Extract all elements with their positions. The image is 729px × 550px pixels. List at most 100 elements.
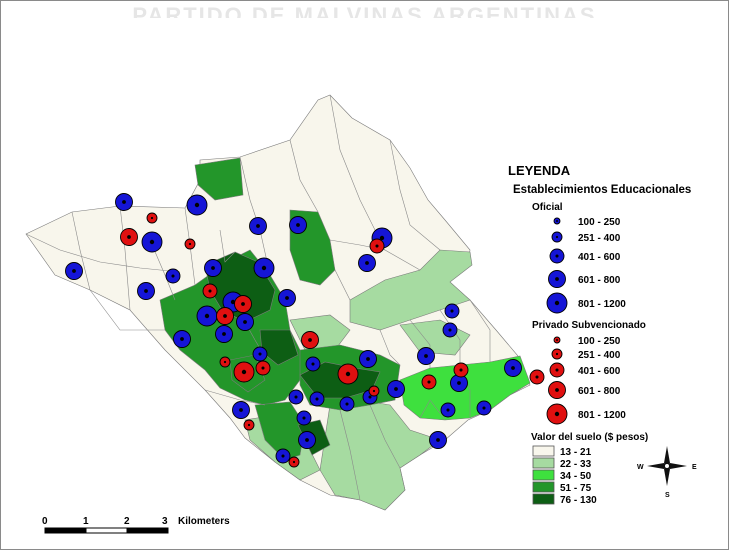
boundary-line	[339, 409, 361, 501]
compass-east-point	[667, 463, 687, 469]
legend-privado-symbol	[551, 348, 563, 360]
boundary-line	[119, 205, 131, 311]
boundary-line	[204, 389, 266, 406]
scale-tick-1: 1	[83, 516, 89, 527]
privado-school-marker	[337, 363, 359, 385]
oficial-school-marker	[358, 254, 376, 272]
privado-school-marker	[216, 307, 234, 325]
oficial-school-marker	[65, 262, 83, 280]
legend-suelo-label: 34 - 50	[560, 471, 592, 482]
legend-suelo-swatch	[532, 481, 555, 493]
legend-title: LEYENDA	[508, 163, 571, 178]
scale-bar-segment	[45, 528, 86, 533]
legend: LEYENDA Establecimientos Educacionales O…	[508, 163, 691, 506]
boundary-line	[219, 229, 236, 263]
legend-oficial-symbol	[553, 217, 561, 225]
oficial-school-marker	[186, 194, 208, 216]
privado-school-marker	[234, 295, 252, 313]
privado-school-marker	[146, 212, 158, 224]
oficial-school-marker	[504, 359, 522, 377]
oficial-school-marker	[204, 259, 222, 277]
boundary-line	[89, 289, 165, 331]
boundary-line	[419, 399, 446, 421]
oficial-school-marker	[236, 313, 254, 331]
oficial-school-marker	[440, 402, 456, 418]
privado-school-marker	[421, 374, 437, 390]
oficial-school-marker	[215, 325, 233, 343]
oficial-school-marker	[450, 374, 468, 392]
oficial-school-marker	[196, 305, 218, 327]
oficial-school-marker	[417, 347, 435, 365]
oficial-school-marker	[309, 391, 325, 407]
legend-oficial-classes: 100 - 250 251 - 400 401 - 600 601 - 800 801 …	[546, 217, 626, 314]
legend-privado-symbol	[548, 381, 566, 399]
privado-school-marker	[368, 385, 380, 397]
boundary-line	[389, 139, 441, 251]
privado-school-marker	[243, 419, 255, 431]
compass-south-point	[664, 466, 670, 486]
school-markers	[65, 193, 545, 468]
legend-suelo-label: 13 - 21	[560, 447, 592, 458]
boundary-line	[329, 94, 421, 271]
zone-51-75-d	[254, 401, 306, 461]
compass-south-label: S	[665, 492, 670, 499]
oficial-school-marker	[165, 268, 181, 284]
boundary-line	[379, 329, 401, 366]
legend-privado-label: 601 - 800	[578, 386, 621, 397]
compass-rose: W E S	[637, 446, 697, 499]
scale-bar-segment	[85, 527, 128, 534]
oficial-school-marker	[289, 216, 307, 234]
privado-school-marker	[120, 228, 138, 246]
legend-privado-label: 401 - 600	[578, 366, 621, 377]
oficial-school-marker	[298, 431, 316, 449]
map-title: PARTIDO DE MALVINAS ARGENTINAS	[132, 4, 597, 18]
scale-tick-0: 0	[42, 516, 48, 527]
oficial-school-marker	[476, 400, 492, 416]
oficial-school-marker	[288, 389, 304, 405]
oficial-school-marker	[429, 431, 447, 449]
legend-oficial-symbol	[546, 292, 568, 314]
oficial-school-marker	[252, 346, 268, 362]
legend-suelo-title: Valor del suelo ($ pesos)	[531, 432, 648, 443]
privado-school-marker	[288, 456, 300, 468]
boundary-line	[334, 269, 351, 301]
district-map	[25, 94, 531, 511]
boundary-line	[239, 156, 271, 276]
oficial-school-marker	[275, 448, 291, 464]
boundary-line	[71, 211, 91, 291]
oficial-school-marker	[387, 380, 405, 398]
scale-bar: 0 1 2 3 Kilometers	[42, 516, 230, 534]
privado-school-marker	[184, 238, 196, 250]
privado-school-marker	[301, 331, 319, 349]
scale-bar-segment	[127, 528, 168, 533]
oficial-school-marker	[173, 330, 191, 348]
compass-west-point	[647, 463, 667, 469]
legend-oficial-symbol	[548, 270, 566, 288]
scale-unit: Kilometers	[178, 516, 230, 527]
oficial-school-marker	[278, 289, 296, 307]
legend-privado-symbol	[546, 403, 568, 425]
legend-suelo-swatch	[532, 469, 555, 481]
oficial-school-marker	[253, 257, 275, 279]
boundary-line	[439, 309, 461, 365]
oficial-school-marker	[359, 350, 377, 368]
boundary-line	[25, 233, 181, 273]
scale-bar-outline	[44, 527, 169, 534]
compass-center	[664, 463, 670, 469]
legend-privado-label: 251 - 400	[578, 350, 621, 361]
oficial-school-marker	[249, 217, 267, 235]
legend-privado-label: 100 - 250	[578, 336, 621, 347]
legend-privado-label: 801 - 1200	[578, 410, 626, 421]
privado-school-marker	[369, 238, 385, 254]
legend-suelo-label: 51 - 75	[560, 483, 592, 494]
oficial-school-marker	[339, 396, 355, 412]
legend-suelo-swatch	[532, 445, 555, 457]
legend-oficial-label: 801 - 1200	[578, 299, 626, 310]
oficial-school-marker	[137, 282, 155, 300]
zone-51-75-e	[194, 157, 244, 201]
privado-school-marker	[453, 362, 469, 378]
legend-suelo-swatch	[532, 493, 555, 505]
legend-privado-title: Privado Subvencionado	[532, 320, 646, 331]
legend-oficial-label: 100 - 250	[578, 217, 621, 228]
